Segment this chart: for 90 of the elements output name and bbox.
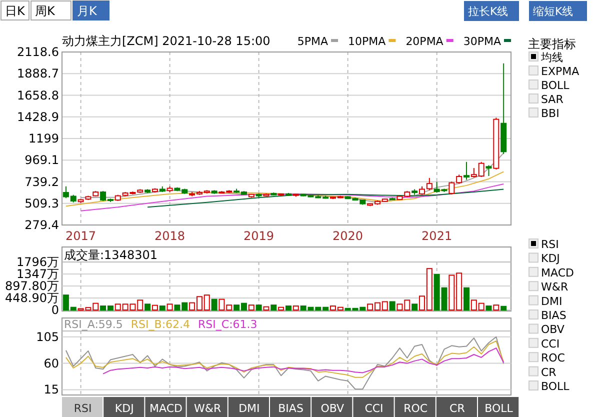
x-tick-label: 2020: [332, 229, 364, 243]
candlestick: [463, 161, 470, 180]
bar: [500, 306, 507, 310]
text: ROC: [541, 352, 566, 365]
text: ROC: [404, 402, 428, 415]
text: W&R: [541, 280, 568, 294]
text: 周K: [35, 4, 56, 18]
text: BOLL: [541, 380, 570, 393]
text: SAR: [541, 93, 564, 106]
text: CR: [541, 366, 557, 379]
y-tick-label: 1888.7: [17, 66, 59, 81]
bar: [159, 305, 166, 310]
bar: [292, 305, 299, 310]
bar: [278, 306, 284, 310]
chart-title: 动力煤主力[ZCM] 2021-10-28 15:00: [62, 34, 270, 48]
y-tick-label: 969.1: [24, 153, 59, 168]
text: BOLL: [484, 402, 514, 415]
bar: [248, 304, 254, 310]
bar: [486, 305, 492, 310]
x-tick-label: 2021: [422, 229, 452, 243]
text: 缩短K线: [533, 5, 574, 18]
y-tick-label: 1428.9: [17, 110, 59, 124]
text: KDJ: [541, 252, 560, 266]
text: BIAS: [541, 309, 566, 322]
text: KDJ: [114, 402, 134, 415]
text: BOLL: [541, 79, 570, 92]
y-tick-label: 279.4: [24, 218, 59, 232]
line-series: [102, 348, 504, 374]
text: 均线: [540, 51, 563, 64]
y-tick-label: 448.90万: [5, 291, 59, 306]
legend-label: 30PMA: [463, 35, 502, 48]
line-series: [65, 171, 504, 207]
y-tick-label: 897.80万: [5, 279, 59, 294]
text: RSI_C:61.3: [198, 318, 258, 331]
legend-label: 10PMA: [348, 35, 386, 48]
text: RSI_B:62.4: [130, 318, 190, 331]
x-tick-label: 2017: [66, 229, 96, 243]
legend-label: 20PMA: [406, 35, 444, 48]
candlestick: [486, 164, 492, 177]
text: 拉长K线: [468, 5, 508, 18]
text: DMI: [238, 402, 260, 415]
text: MACD: [541, 266, 574, 280]
bar: [152, 304, 158, 310]
y-tick-label: 739.2: [24, 174, 59, 189]
bar: [211, 298, 218, 310]
y-tick-label: 105: [36, 330, 59, 344]
y-tick-label: 15: [44, 382, 59, 397]
text: CCI: [541, 337, 560, 350]
x-tick-label: 2019: [244, 229, 274, 243]
text: W&R: [194, 402, 222, 415]
line-series: [147, 188, 504, 208]
bar: [144, 304, 151, 310]
y-tick-label: 509.3: [24, 196, 59, 210]
text: MACD: [150, 402, 182, 415]
bar: [389, 301, 396, 310]
bar: [256, 304, 262, 310]
bar: [166, 304, 173, 310]
text: CCI: [364, 402, 384, 415]
text: 主要指标: [528, 37, 576, 51]
text: RSI: [74, 402, 92, 415]
y-tick-label: 1347万: [16, 267, 59, 281]
bar: [493, 304, 500, 310]
bar: [463, 287, 470, 310]
y-tick-label: 2118.6: [17, 45, 59, 59]
y-tick-label: 60: [44, 356, 59, 370]
text: BBI: [541, 107, 560, 120]
line-series: [65, 340, 504, 378]
chart-title: 成交量:1348301: [64, 248, 158, 262]
bar: [263, 306, 270, 310]
bar: [270, 304, 277, 310]
text: DMI: [541, 294, 562, 308]
y-tick-label: 1796万: [16, 255, 59, 269]
bar: [412, 304, 418, 310]
text: CR: [450, 402, 466, 415]
legend-label: 5PMA: [297, 35, 328, 48]
x-tick-label: 2018: [154, 229, 186, 243]
text: EXPMA: [541, 65, 580, 78]
y-tick-label: 1658.8: [17, 88, 59, 102]
text: 月K: [77, 4, 98, 18]
line-series: [65, 336, 504, 390]
line-series: [80, 184, 504, 212]
text: OBV: [541, 323, 565, 336]
series-label: RSI_A:59.5: [64, 318, 123, 331]
text: OBV: [320, 402, 345, 415]
bar: [285, 305, 292, 310]
text: BIAS: [278, 402, 304, 415]
text: 日K: [5, 4, 26, 18]
y-tick-label: 0: [51, 303, 59, 317]
y-tick-label: 1199: [28, 132, 59, 146]
text: RSI: [541, 238, 559, 251]
